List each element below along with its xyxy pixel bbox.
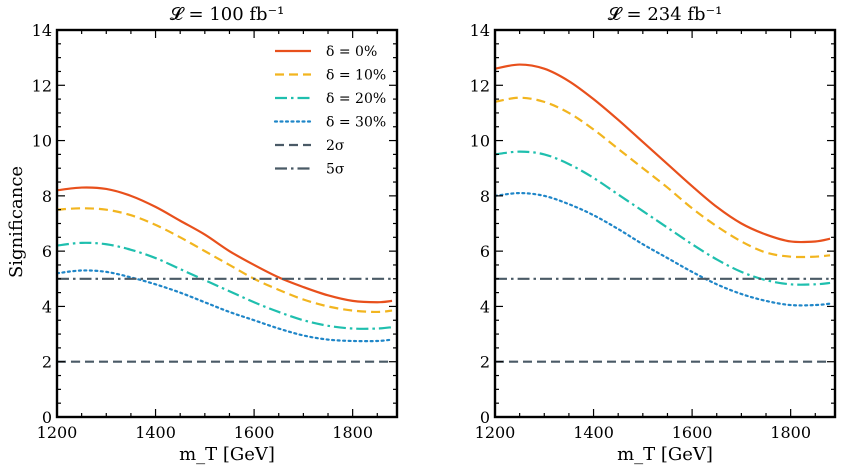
series-line-0 <box>495 63 831 244</box>
x-tick-label: 1400 <box>135 423 176 442</box>
panel-right: 𝓛 = 234 fb⁻¹ m_T [GeV] 1200 1400 1600 1800 0… <box>470 4 837 465</box>
series-line-0 <box>57 186 393 304</box>
legend-label: δ = 30% <box>326 115 386 131</box>
x-tick-label: 1200 <box>475 423 516 442</box>
legend-label: δ = 20% <box>326 91 386 107</box>
y-tick-label: 2 <box>480 353 490 372</box>
y-tick-label: 14 <box>32 21 52 40</box>
y-tick-label: 4 <box>480 297 490 316</box>
plot-frame <box>493 28 837 419</box>
series-line-30 <box>495 191 832 307</box>
x-axis-label-right: m_T [GeV] <box>617 444 713 465</box>
series-line-10 <box>495 96 831 259</box>
y-tick-label: 14 <box>470 21 490 40</box>
x-tick-label: 1200 <box>37 423 78 442</box>
legend-label: 2σ <box>326 138 345 154</box>
x-tick-label: 1600 <box>234 423 275 442</box>
series-group <box>495 63 832 363</box>
y-tick-label: 6 <box>42 242 52 261</box>
y-tick-label: 12 <box>470 76 490 95</box>
series-line-20 <box>57 241 393 330</box>
y-tick-label: 4 <box>42 297 52 316</box>
x-tick-label: 1800 <box>770 423 811 442</box>
y-axis-label: Significance <box>6 166 27 278</box>
plot-frame <box>55 28 399 419</box>
y-tick-label: 10 <box>32 132 52 151</box>
axis-ticks <box>56 29 397 418</box>
y-tick-label: 10 <box>470 132 490 151</box>
legend-label: δ = 10% <box>326 68 386 84</box>
x-axis-label-left: m_T [GeV] <box>179 444 275 465</box>
y-tick-label: 8 <box>42 187 52 206</box>
axis-ticks <box>494 29 835 418</box>
panel-left: 𝓛 = 100 fb⁻¹ m_T [GeV] 1200 1400 1600 1800 0… <box>32 4 399 465</box>
y-tick-label: 2 <box>42 353 52 372</box>
y-tick-label: 0 <box>42 408 52 427</box>
x-tick-label: 1400 <box>573 423 614 442</box>
legend-label: δ = 0% <box>326 44 377 60</box>
y-tick-label: 12 <box>32 76 52 95</box>
series-group <box>57 186 394 363</box>
series-line-10 <box>57 207 393 314</box>
x-tick-label: 1800 <box>332 423 373 442</box>
y-tick-label: 0 <box>480 408 490 427</box>
y-tick-label: 6 <box>480 242 490 261</box>
panel-title-left: 𝓛 = 100 fb⁻¹ <box>170 4 285 25</box>
y-tick-label: 8 <box>480 187 490 206</box>
series-line-20 <box>495 150 831 286</box>
panel-title-right: 𝓛 = 234 fb⁻¹ <box>608 4 723 25</box>
legend: δ = 0% δ = 10% δ = 20% δ = 30% 2σ 5σ <box>273 44 386 178</box>
series-line-30 <box>57 269 394 343</box>
x-tick-label: 1600 <box>672 423 713 442</box>
legend-label: 5σ <box>326 162 345 178</box>
